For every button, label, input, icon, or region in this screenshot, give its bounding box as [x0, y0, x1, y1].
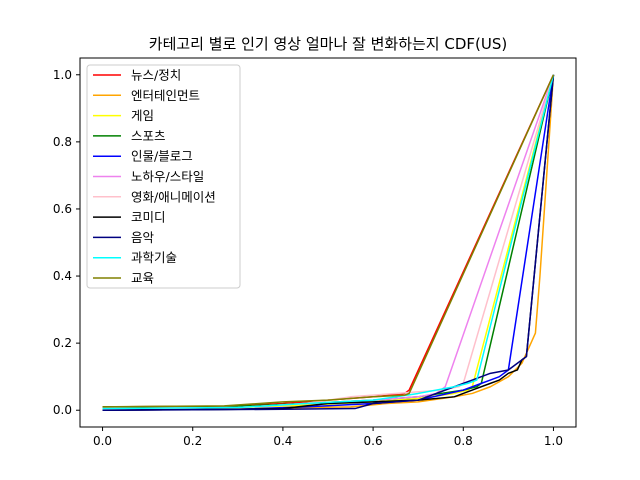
legend-label: 엔터테인먼트: [131, 88, 200, 103]
x-tick-label: 0.4: [273, 434, 292, 448]
x-axis: 0.0 0.2 0.4 0.6 0.8 1.0: [93, 427, 563, 448]
legend-box: [86, 64, 241, 289]
series-line-10: [102, 74, 555, 410]
y-tick-label: 0.8: [53, 135, 72, 149]
x-tick-label: 1.0: [544, 434, 563, 448]
y-tick-label: 0.4: [53, 269, 72, 283]
series-line-11: [102, 74, 555, 408]
series-line-2: [102, 74, 555, 411]
legend-label: 과학기술: [131, 250, 177, 265]
legend-label: 인물/블로그: [131, 149, 193, 164]
x-tick-label: 0.0: [93, 434, 112, 448]
x-tick-label: 0.8: [454, 434, 473, 448]
legend-label: 영화/애니메이션: [131, 189, 216, 204]
legend-label: 교육: [131, 271, 154, 286]
series-line-5: [102, 74, 555, 411]
legend-label: 뉴스/정치: [131, 68, 181, 83]
plot-frame: [79, 57, 577, 428]
y-tick-label: 0.0: [53, 403, 72, 417]
plot-lines: [102, 74, 555, 411]
legend-label: 노하우/스타일: [131, 169, 204, 184]
legend-label: 코미디: [131, 210, 166, 225]
legend-label: 스포츠: [131, 128, 166, 143]
legend: 뉴스/정치엔터테인먼트게임스포츠인물/블로그노하우/스타일영화/애니메이션코미디…: [86, 64, 241, 289]
y-axis: 0.0 0.2 0.4 0.6 0.8 1.0: [53, 68, 80, 417]
x-tick-label: 0.6: [364, 434, 383, 448]
legend-label: 음악: [131, 230, 155, 245]
chart-title: 카테고리 별로 인기 영상 얼마나 잘 변화하는지 CDF(US): [149, 35, 507, 53]
y-tick-label: 1.0: [53, 68, 72, 82]
x-tick-label: 0.2: [183, 434, 202, 448]
y-tick-label: 0.2: [53, 336, 72, 350]
legend-label: 게임: [131, 108, 154, 123]
y-tick-label: 0.6: [53, 202, 72, 216]
